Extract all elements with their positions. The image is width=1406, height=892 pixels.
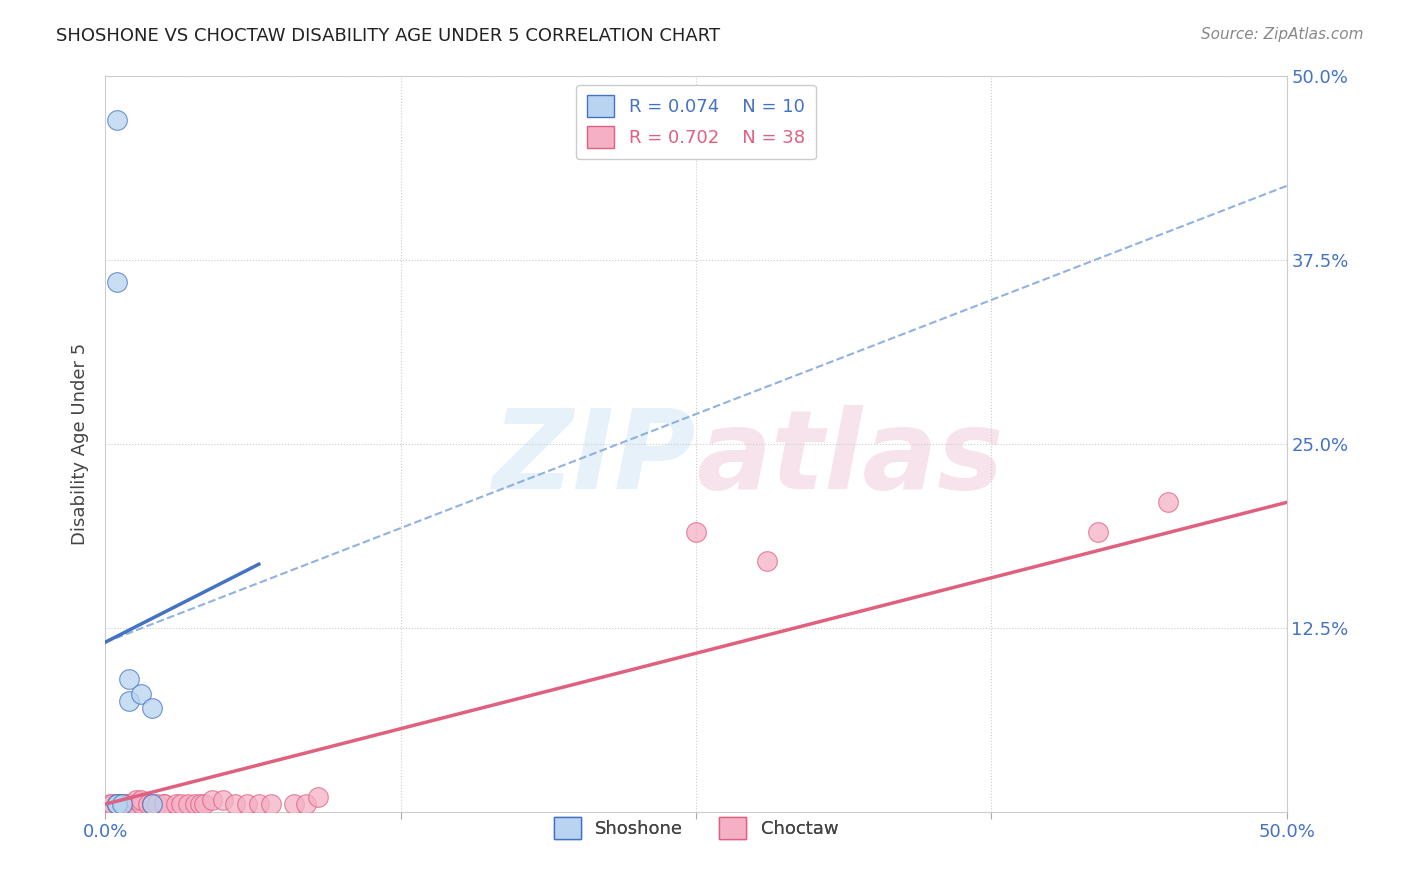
Point xyxy=(105,797,128,812)
Point xyxy=(1087,524,1109,539)
Point xyxy=(112,797,135,812)
Point xyxy=(118,694,141,708)
Point xyxy=(153,797,176,812)
Point xyxy=(122,797,145,812)
Point xyxy=(105,112,128,127)
Text: ZIP: ZIP xyxy=(492,405,696,512)
Point xyxy=(295,797,318,812)
Point xyxy=(755,554,778,568)
Point xyxy=(101,797,124,812)
Point xyxy=(105,797,128,812)
Point xyxy=(141,701,163,715)
Point xyxy=(111,797,134,812)
Point xyxy=(170,797,193,812)
Point xyxy=(165,797,187,812)
Y-axis label: Disability Age Under 5: Disability Age Under 5 xyxy=(72,343,89,545)
Point xyxy=(105,797,128,812)
Point xyxy=(136,797,159,812)
Point xyxy=(141,797,163,812)
Point xyxy=(105,797,128,812)
Point xyxy=(118,797,141,812)
Point xyxy=(112,797,135,812)
Point xyxy=(177,797,200,812)
Point xyxy=(247,797,270,812)
Point xyxy=(105,275,128,289)
Point xyxy=(146,797,169,812)
Point xyxy=(212,793,235,807)
Point xyxy=(141,797,163,812)
Point xyxy=(141,797,163,812)
Point xyxy=(224,797,246,812)
Point xyxy=(125,793,148,807)
Point xyxy=(200,793,222,807)
Text: atlas: atlas xyxy=(696,405,1004,512)
Point xyxy=(1157,495,1180,509)
Text: Source: ZipAtlas.com: Source: ZipAtlas.com xyxy=(1201,27,1364,42)
Point xyxy=(153,797,176,812)
Point xyxy=(129,687,152,701)
Point xyxy=(98,797,121,812)
Point xyxy=(259,797,281,812)
Point xyxy=(283,797,305,812)
Point xyxy=(184,797,207,812)
Point xyxy=(129,793,152,807)
Text: SHOSHONE VS CHOCTAW DISABILITY AGE UNDER 5 CORRELATION CHART: SHOSHONE VS CHOCTAW DISABILITY AGE UNDER… xyxy=(56,27,720,45)
Point xyxy=(188,797,211,812)
Point xyxy=(236,797,259,812)
Point xyxy=(118,797,141,812)
Legend: Shoshone, Choctaw: Shoshone, Choctaw xyxy=(547,810,845,847)
Point xyxy=(111,797,134,812)
Point xyxy=(307,789,329,804)
Point xyxy=(129,797,152,812)
Point xyxy=(193,797,215,812)
Point xyxy=(685,524,707,539)
Point xyxy=(118,672,141,686)
